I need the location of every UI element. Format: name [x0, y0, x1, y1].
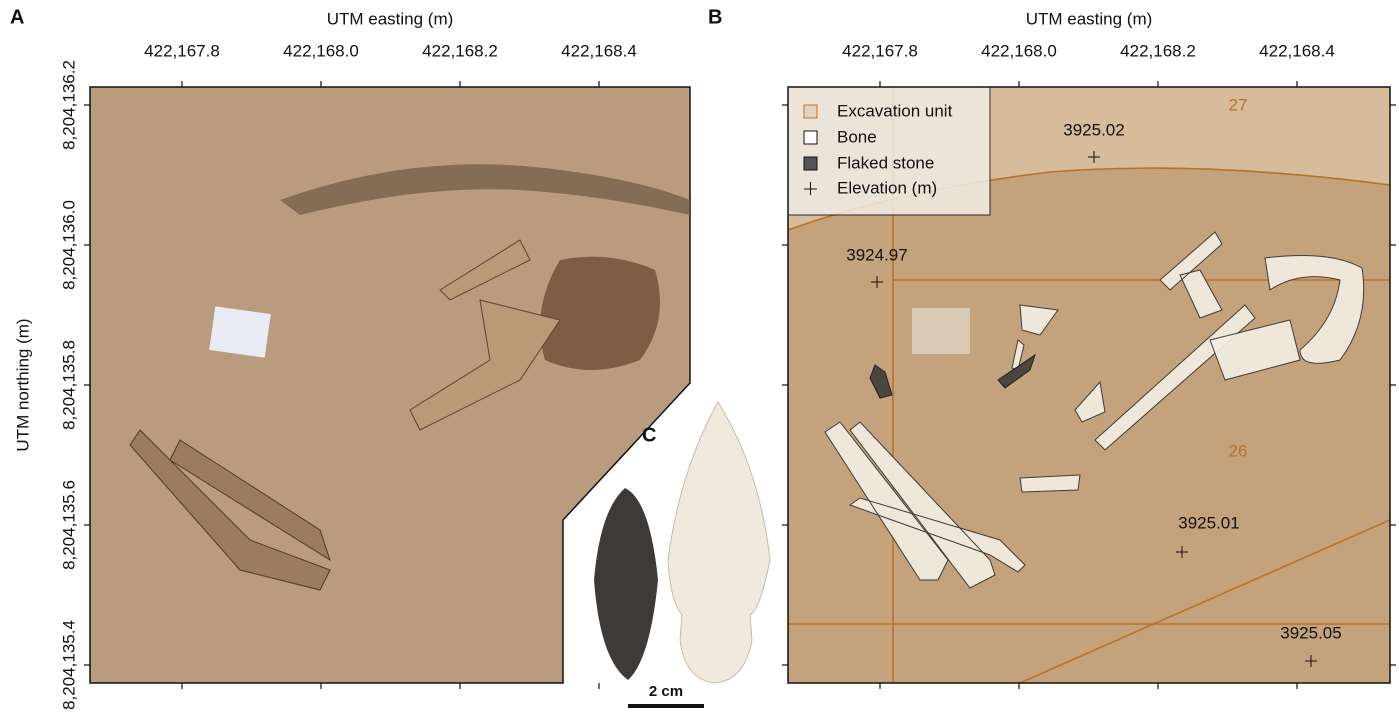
skull — [540, 257, 660, 370]
legend-label: Flaked stone — [837, 153, 934, 172]
legend-swatch — [804, 105, 817, 118]
panel-label: B — [708, 6, 722, 28]
elevation-label: 3924.97 — [846, 245, 907, 264]
x-tick-label: 422,168.0 — [283, 41, 359, 60]
scale-card-ghost — [912, 308, 970, 354]
x-axis-title: UTM easting (m) — [327, 9, 454, 28]
x-tick-label: 422,167.8 — [842, 41, 918, 60]
y-tick-label: 8,204,135.8 — [59, 340, 78, 430]
legend-label: Bone — [837, 127, 877, 146]
legend-label: Elevation (m) — [837, 178, 937, 197]
y-tick-label: 8,204,135.4 — [59, 620, 78, 710]
figure: 2 cm 27 26 3925.02 3924.97 3925.01 3925.… — [0, 0, 1399, 717]
y-axis-title: UTM northing (m) — [13, 318, 32, 451]
x-tick-label: 422,168.4 — [1259, 41, 1335, 60]
x-tick-label: 422,168.2 — [422, 41, 498, 60]
panel-label: A — [10, 6, 24, 28]
x-tick-label: 422,167.8 — [144, 41, 220, 60]
legend-swatch — [804, 157, 817, 170]
unit-label: 27 — [1229, 95, 1248, 114]
x-tick-label: 422,168.2 — [1120, 41, 1196, 60]
legend-label: Excavation unit — [837, 101, 953, 120]
scale-bar-label: 2 cm — [649, 683, 683, 700]
white-point — [668, 402, 770, 683]
unit-label: 26 — [1229, 441, 1248, 460]
x-tick-label: 422,168.0 — [981, 41, 1057, 60]
y-tick-label: 8,204,136.0 — [59, 200, 78, 290]
panel-label: C — [642, 424, 656, 446]
x-axis-title: UTM easting (m) — [1026, 9, 1153, 28]
elevation-label: 3925.02 — [1063, 120, 1124, 139]
elevation-label: 3925.01 — [1178, 513, 1239, 532]
y-tick-label: 8,204,135.6 — [59, 480, 78, 570]
flaked-point — [594, 488, 658, 680]
scale-card — [209, 306, 271, 357]
y-tick-label: 8,204,136.2 — [59, 60, 78, 150]
x-tick-label: 422,168.4 — [561, 41, 637, 60]
legend-swatch — [804, 131, 817, 144]
elevation-label: 3925.05 — [1280, 623, 1341, 642]
